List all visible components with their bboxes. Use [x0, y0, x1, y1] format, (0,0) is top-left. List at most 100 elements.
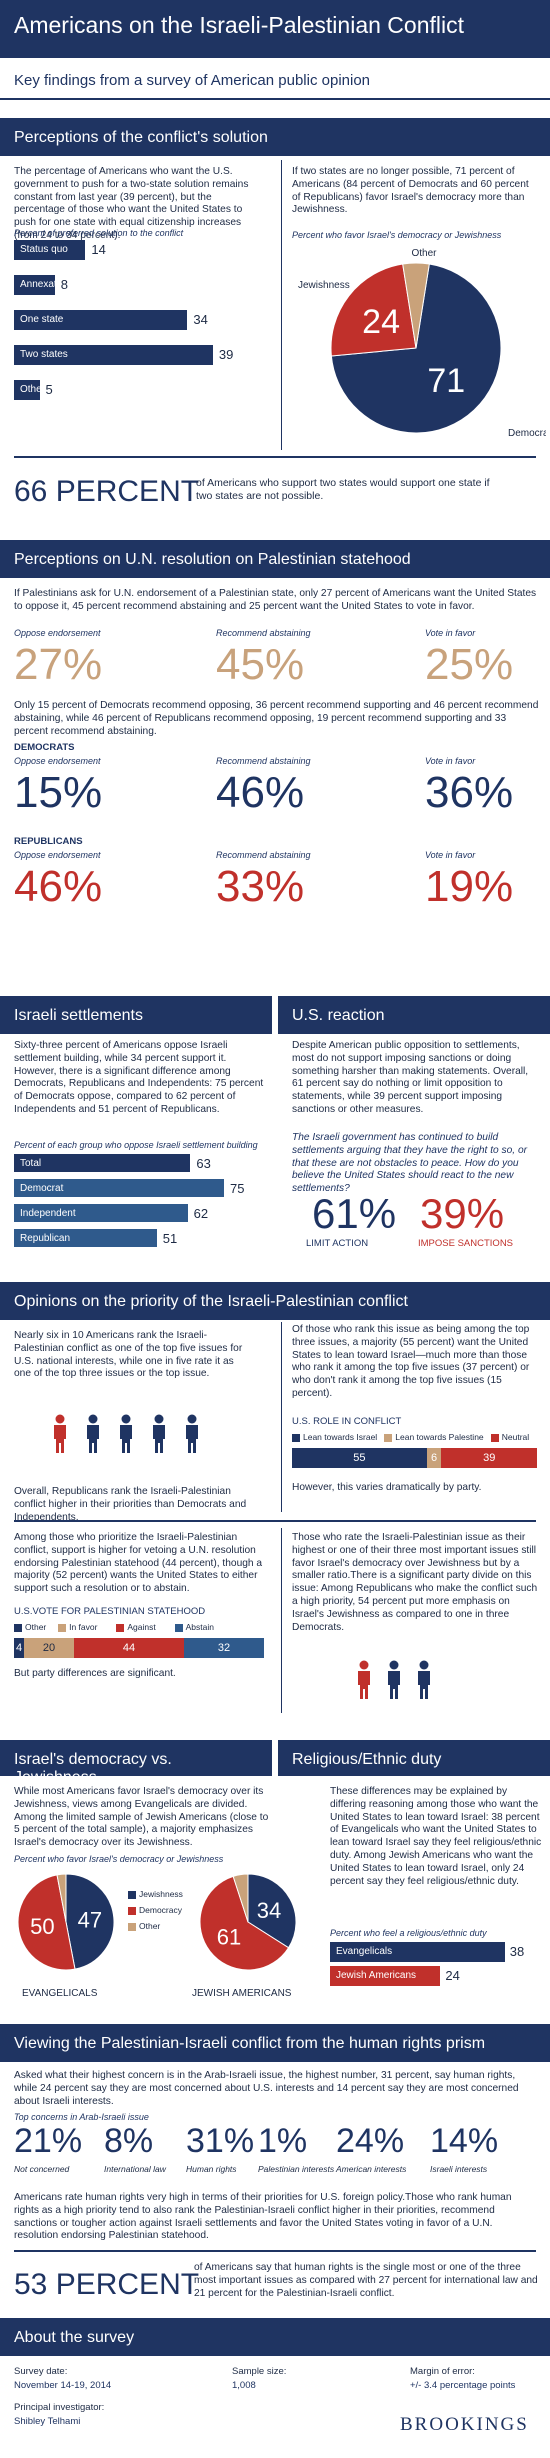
- legend-item: Other: [25, 1622, 47, 1632]
- legend-swatch: [128, 1890, 136, 1899]
- bar-independent: Independent: [14, 1204, 188, 1222]
- bar-other: Other: [14, 380, 45, 400]
- concern-label: Not concerned: [14, 2164, 70, 2174]
- section-divider: [281, 1322, 282, 1512]
- veto-legend: Other In favor Against Abstain: [14, 1622, 214, 1632]
- section-divider: [14, 1520, 536, 1522]
- concern-value: 21%: [14, 2122, 83, 2160]
- democracy-pie-chart: 71 24 Jewishness Other Democracy: [298, 248, 546, 438]
- section-divider: [281, 1528, 282, 1713]
- legend-swatch: [58, 1623, 67, 1632]
- evangelicals-label: EVANGELICALS: [22, 1988, 98, 1999]
- religious-duty-bar-chart: Evangelicals 38 Jewish Americans 24: [330, 1942, 542, 1992]
- bar-value: 51: [162, 1231, 178, 1246]
- legend-item: Neutral: [501, 1432, 530, 1442]
- settlements-bar-chart: Total 63 Democrat 75 Independent 62 Republican…: [14, 1154, 264, 1264]
- bar-democrat: Democrat: [14, 1179, 224, 1197]
- settlements-chart-label: Percent of each group who oppose Israeli…: [14, 1140, 258, 1150]
- legend-swatch: [14, 1623, 22, 1632]
- veto-label: U.S.VOTE FOR PALESTINIAN STATEHOOD: [14, 1606, 206, 1617]
- person-icon: [85, 1414, 101, 1454]
- concern-label: Israeli interests: [430, 2164, 488, 2174]
- person-icon: [416, 1660, 432, 1700]
- impose-sanctions-value: 39%: [420, 1190, 505, 1237]
- pie-slice-jewishness: [199, 1875, 290, 1971]
- people-pictogram: [52, 1414, 222, 1466]
- concern-value: 14%: [430, 2122, 499, 2160]
- legend-item: Jewishness: [139, 1889, 183, 1899]
- section-heading-us-reaction: U.S. reaction: [278, 996, 550, 1034]
- sample-size-label: Sample size:: [232, 2366, 287, 2377]
- brookings-logo: BROOKINGS: [400, 2414, 529, 2435]
- person-icon: [151, 1414, 167, 1454]
- veto-stacked-bar: 4 20 44 32: [14, 1638, 264, 1658]
- priority-br-text: Those who rate the Israeli-Palestinian i…: [292, 1532, 538, 1633]
- section-heading-solution: Perceptions of the conflict's solution: [0, 118, 550, 156]
- bar-value: 24: [445, 1968, 460, 1983]
- legend-item: In favor: [69, 1622, 98, 1632]
- impose-sanctions-label: IMPOSE SANCTIONS: [418, 1238, 514, 1249]
- solution-left-text: The percentage of Americans who want the…: [14, 166, 249, 241]
- limit-action-value: 61%: [312, 1190, 397, 1237]
- solution-chart-label: Percent of preferred solution to the con…: [14, 228, 184, 238]
- page-title: Americans on the Israeli-Palestinian Con…: [0, 0, 550, 58]
- legend-swatch: [128, 1906, 136, 1915]
- limit-action-label: LIMIT ACTION: [306, 1238, 369, 1249]
- concern-label: International law: [104, 2164, 166, 2174]
- survey-date-value: November 14-19, 2014: [14, 2380, 112, 2391]
- pie-legend-label: Jewishness: [298, 280, 350, 291]
- legend-item: Lean towards Palestine: [395, 1432, 484, 1442]
- pie-slice-democracy: [330, 263, 502, 434]
- pie-slice-other: [402, 262, 430, 349]
- legend-item: Against: [127, 1622, 156, 1632]
- section-heading-human-rights: Viewing the Palestinian-Israeli conflict…: [0, 2024, 550, 2062]
- bar-value: 75: [230, 1181, 245, 1196]
- pie-legend-label: Other: [411, 248, 437, 259]
- dem-oppose-value: 15%: [14, 768, 103, 817]
- pie-label: 24: [362, 303, 400, 341]
- human-rights-intro: Asked what their highest concern is in t…: [14, 2070, 519, 2107]
- dem-col-abstain-label: Recommend abstaining: [216, 756, 311, 766]
- big-stat-53-text: of Americans say that human rights is th…: [194, 2262, 538, 2299]
- bar-status-quo: Status quo: [14, 240, 86, 260]
- us-reaction-text: Despite American public opposition to se…: [292, 1040, 529, 1115]
- democrats-label: DEMOCRATS: [14, 742, 75, 753]
- legend-item: Other: [139, 1921, 161, 1931]
- dem-favor-value: 36%: [425, 768, 514, 817]
- col-abstain-label: Recommend abstaining: [216, 628, 311, 638]
- concern-value: 8%: [104, 2122, 154, 2160]
- page-subtitle: Key findings from a survey of American p…: [0, 58, 550, 100]
- bar-annexation: Annexation: [14, 275, 70, 295]
- bar-total: Total: [14, 1154, 191, 1172]
- bar-two-states: Two states: [14, 345, 213, 365]
- solution-right-text: If two states are no longer possible, 71…: [292, 166, 529, 216]
- top-concerns-label: Top concerns in Arab-Israeli issue: [14, 2112, 149, 2122]
- rep-col-favor-label: Vote in favor: [425, 850, 476, 860]
- priority-tl-text: Nearly six in 10 Americans rank the Isra…: [14, 1330, 243, 1380]
- footer-heading: About the survey: [0, 2318, 550, 2356]
- us-role-note: However, this varies dramatically by par…: [292, 1482, 482, 1493]
- legend-swatch: [174, 1623, 183, 1632]
- priority-tr-text: Of those who rank this issue as being am…: [292, 1324, 530, 1399]
- bar-one-state: One state: [14, 310, 188, 330]
- us-role-label: U.S. ROLE IN CONFLICT: [292, 1416, 402, 1427]
- legend-swatch: [128, 1922, 136, 1931]
- stack-seg-against: 44: [74, 1638, 184, 1658]
- legend-item: Abstain: [185, 1622, 214, 1632]
- democracy-jewishness-chart-label: Percent who favor Israel's democracy or …: [14, 1854, 224, 1864]
- concern-value: 1%: [258, 2122, 308, 2160]
- priority-bl-text: Among those who prioritize the Israeli-P…: [14, 1532, 263, 1595]
- evangelicals-pie-chart: 47 50: [17, 1873, 115, 1971]
- legend-row: Democracy: [128, 1902, 183, 1918]
- pie-label: 71: [427, 362, 465, 400]
- pi-label: Principal investigator:: [14, 2402, 105, 2413]
- human-rights-text2: Americans rate human rights very high in…: [14, 2192, 512, 2242]
- jewish-americans-pie-chart: 34 61: [199, 1873, 297, 1971]
- legend-swatch: [116, 1623, 125, 1632]
- legend-swatch: [490, 1433, 499, 1442]
- legend-swatch: [384, 1433, 393, 1442]
- stack-seg-other: 4: [14, 1638, 24, 1658]
- republicans-label: REPUBLICANS: [14, 836, 83, 847]
- democracy-jewishness-text: While most Americans favor Israel's demo…: [14, 1786, 269, 1849]
- col-oppose-label: Oppose endorsement: [14, 628, 101, 638]
